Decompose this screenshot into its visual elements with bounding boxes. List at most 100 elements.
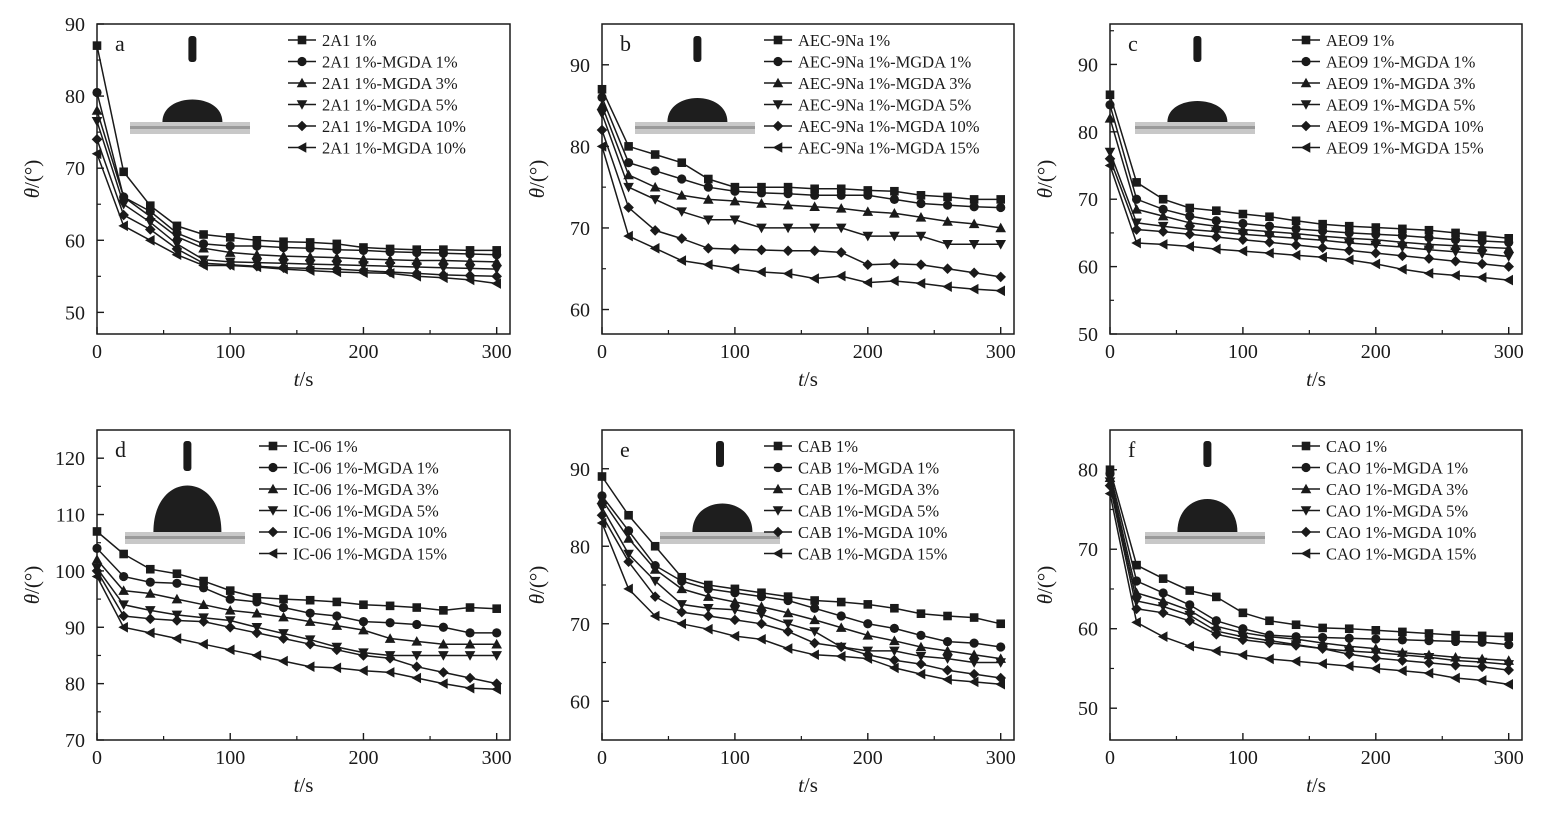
legend-marker bbox=[1301, 462, 1311, 473]
data-point-marker bbox=[1238, 209, 1248, 219]
data-point-marker bbox=[1104, 147, 1116, 158]
data-point-marker bbox=[835, 641, 847, 653]
data-point-marker bbox=[1211, 243, 1221, 255]
droplet-inset-image bbox=[1145, 441, 1265, 544]
data-point-marker bbox=[1344, 633, 1354, 643]
y-tick-label: 70 bbox=[65, 730, 85, 752]
data-point-marker bbox=[385, 247, 395, 257]
data-point-marker bbox=[942, 263, 953, 275]
y-tick-label: 70 bbox=[570, 614, 590, 636]
data-point-marker bbox=[1291, 216, 1301, 226]
data-point-marker bbox=[251, 261, 262, 273]
legend-entry-label: CAO 1% bbox=[1326, 437, 1387, 456]
data-point-marker bbox=[278, 655, 288, 667]
series-line bbox=[96, 570, 497, 685]
data-point-marker bbox=[809, 614, 820, 625]
x-tick-label: 0 bbox=[597, 747, 607, 769]
legend-marker bbox=[296, 142, 307, 153]
legend-entry-label: AEO9 1% bbox=[1326, 31, 1395, 50]
data-point-marker bbox=[411, 255, 423, 265]
legend-marker bbox=[1300, 526, 1312, 538]
legend-marker bbox=[1300, 120, 1312, 132]
data-point-marker bbox=[1184, 241, 1195, 252]
data-point-marker bbox=[118, 585, 129, 595]
y-axis-label: θ/(°) bbox=[1033, 566, 1057, 605]
data-point-marker bbox=[916, 630, 926, 640]
y-tick-label: 70 bbox=[1078, 539, 1098, 561]
data-point-marker bbox=[438, 651, 449, 661]
data-point-marker bbox=[729, 630, 740, 642]
y-tick-label: 110 bbox=[56, 505, 85, 527]
legend-entry-label: IC-06 1%-MGDA 10% bbox=[293, 523, 447, 542]
data-point-marker bbox=[916, 609, 926, 618]
data-point-marker bbox=[756, 610, 767, 620]
data-point-marker bbox=[332, 245, 342, 255]
y-tick-label: 70 bbox=[570, 218, 590, 240]
data-point-marker bbox=[703, 591, 714, 601]
x-tick-label: 200 bbox=[348, 341, 378, 363]
data-point-marker bbox=[1158, 588, 1168, 598]
data-point-marker bbox=[1343, 245, 1355, 256]
data-point-marker bbox=[278, 242, 289, 253]
data-point-marker bbox=[757, 182, 766, 192]
series-line bbox=[601, 522, 1001, 685]
droplet-inset-image bbox=[1135, 36, 1255, 134]
data-point-marker bbox=[782, 643, 793, 654]
data-point-marker bbox=[412, 619, 422, 630]
legend: IC-06 1% IC-06 1%-MGDA 1% IC-06 1%-MGDA 3%… bbox=[259, 437, 447, 564]
data-point-marker bbox=[491, 651, 502, 661]
series-line bbox=[1109, 165, 1509, 281]
series-line bbox=[96, 110, 497, 263]
data-point-marker bbox=[995, 222, 1007, 233]
data-point-marker bbox=[756, 618, 767, 630]
x-tick-label: 100 bbox=[1228, 747, 1258, 769]
y-tick-label: 50 bbox=[1078, 324, 1098, 346]
data-point-marker bbox=[597, 92, 607, 103]
y-axis-label-unit: /(°) bbox=[525, 160, 549, 188]
data-point-marker bbox=[464, 651, 476, 661]
data-point-marker bbox=[278, 602, 289, 613]
data-point-marker bbox=[279, 237, 288, 247]
panel-letter: b bbox=[620, 31, 631, 56]
data-point-marker bbox=[464, 255, 476, 266]
legend-entry-label: AEC-9Na 1%-MGDA 5% bbox=[798, 96, 971, 115]
series-line bbox=[601, 499, 1001, 660]
data-point-marker bbox=[1104, 160, 1115, 171]
data-point-marker bbox=[623, 583, 633, 595]
data-point-marker bbox=[677, 174, 687, 184]
data-point-marker bbox=[729, 263, 740, 275]
data-point-marker bbox=[756, 244, 767, 256]
data-point-marker bbox=[649, 610, 660, 622]
data-point-marker bbox=[915, 231, 927, 242]
series-line bbox=[1109, 485, 1509, 671]
y-tick-label: 60 bbox=[570, 300, 590, 322]
data-point-marker bbox=[1476, 661, 1488, 673]
legend-marker bbox=[296, 77, 308, 88]
data-point-marker bbox=[623, 549, 634, 560]
data-point-marker bbox=[703, 603, 714, 614]
data-point-marker bbox=[623, 169, 634, 180]
data-point-marker bbox=[782, 619, 794, 630]
plot-frame bbox=[1109, 429, 1523, 741]
series-3 bbox=[596, 494, 1007, 663]
droplet-inset-image bbox=[660, 441, 780, 544]
x-axis-label-var: t bbox=[1306, 367, 1313, 391]
x-tick-label: 200 bbox=[853, 747, 883, 769]
data-point-marker bbox=[332, 597, 342, 607]
data-point-marker bbox=[198, 616, 209, 627]
data-point-marker bbox=[1157, 631, 1168, 642]
legend: AEO9 1% AEO9 1%-MGDA 1% AEO9 1%-MGDA 3% AEO… bbox=[1292, 31, 1484, 158]
series-2 bbox=[92, 543, 502, 638]
data-point-marker bbox=[464, 672, 476, 684]
data-point-marker bbox=[1370, 258, 1381, 270]
data-point-marker bbox=[252, 597, 262, 607]
sessile-droplet bbox=[692, 503, 753, 532]
data-point-marker bbox=[1158, 204, 1168, 214]
data-point-marker bbox=[649, 591, 661, 602]
series-line bbox=[601, 507, 1001, 664]
data-point-marker bbox=[782, 199, 794, 210]
sessile-droplet bbox=[153, 485, 222, 532]
data-point-marker bbox=[623, 533, 634, 543]
data-point-marker bbox=[492, 250, 502, 260]
data-point-marker bbox=[1397, 655, 1408, 666]
